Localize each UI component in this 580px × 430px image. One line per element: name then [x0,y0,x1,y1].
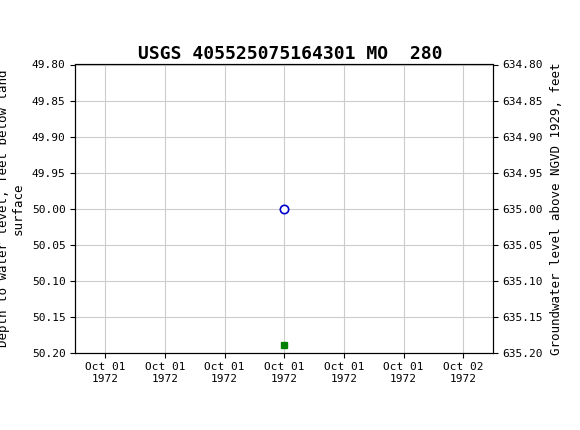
Y-axis label: Groundwater level above NGVD 1929, feet: Groundwater level above NGVD 1929, feet [550,62,563,355]
Y-axis label: Depth to water level, feet below land
surface: Depth to water level, feet below land su… [0,70,25,347]
Text: ≡USGS: ≡USGS [12,12,78,33]
Text: USGS 405525075164301 MO  280: USGS 405525075164301 MO 280 [138,45,442,63]
FancyBboxPatch shape [3,3,38,42]
Text: USGS: USGS [44,12,107,33]
